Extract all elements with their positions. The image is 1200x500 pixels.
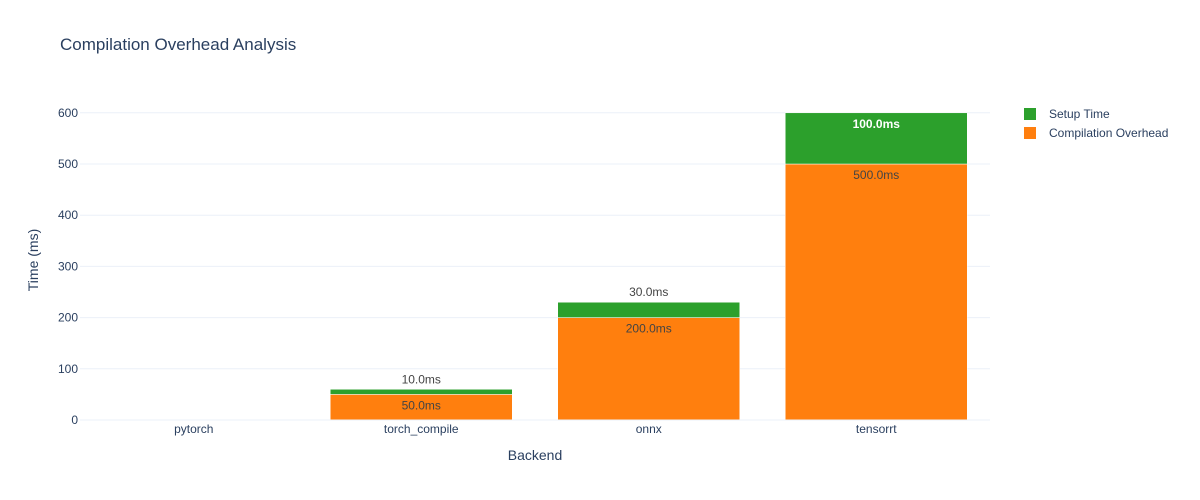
y-tick-label: 100 [58,362,78,376]
legend-swatch [1024,108,1036,120]
bar-compilation-overhead [785,163,968,421]
legend-label: Compilation Overhead [1049,126,1168,140]
bar-setup-time [785,112,968,165]
data-label: 200.0ms [626,322,672,336]
x-tick-label: pytorch [174,422,213,436]
bar-setup-time [557,301,740,318]
data-label: 50.0ms [402,398,441,412]
y-tick-label: 400 [58,208,78,222]
y-tick-label: 200 [58,311,78,325]
data-label: 30.0ms [629,285,668,299]
bar-setup-time [330,389,513,395]
y-tick-label: 500 [58,157,78,171]
y-axis-ticks: 0 100 200 300 400 500 600 [58,106,78,427]
legend-swatch [1024,127,1036,139]
x-tick-label: tensorrt [856,422,897,436]
bars [330,112,968,421]
x-tick-label: torch_compile [384,422,459,436]
y-tick-label: 0 [71,413,78,427]
bar-compilation-overhead [557,317,740,421]
data-label: 10.0ms [402,372,441,386]
bar-labels: 50.0ms 200.0ms 500.0ms 10.0ms 30.0ms 100.0ms [402,117,901,413]
x-tick-label: onnx [636,422,662,436]
legend: Setup Time Compilation Overhead [1024,107,1168,140]
y-axis-title: Time (ms) [25,229,41,291]
chart-title: Compilation Overhead Analysis [60,35,296,54]
x-axis-ticks: pytorch torch_compile onnx tensorrt [174,422,897,436]
data-label: 500.0ms [853,168,899,182]
y-tick-label: 600 [58,106,78,120]
y-tick-label: 300 [58,259,78,273]
data-label: 100.0ms [853,117,901,131]
legend-label: Setup Time [1049,107,1110,121]
x-axis-title: Backend [508,447,562,463]
